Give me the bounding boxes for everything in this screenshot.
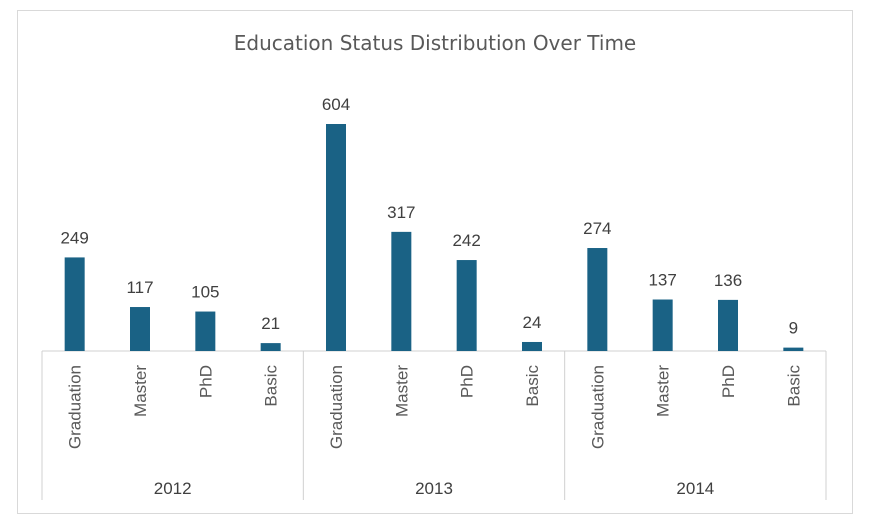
bar [64, 257, 85, 351]
data-label: 137 [648, 271, 676, 290]
data-label: 274 [583, 219, 611, 238]
category-label: Basic [523, 365, 542, 407]
bar [195, 311, 216, 351]
category-label: Basic [784, 365, 803, 407]
data-label: 117 [126, 278, 153, 297]
chart-title: Education Status Distribution Over Time [233, 31, 637, 55]
bar [652, 299, 673, 351]
bar [130, 307, 150, 351]
category-label: Master [131, 365, 150, 417]
data-label: 21 [261, 314, 280, 333]
category-label: PhD [719, 365, 738, 398]
data-label: 9 [789, 319, 798, 338]
data-label: 136 [714, 271, 742, 290]
bar [587, 248, 608, 351]
category-label: Master [654, 365, 673, 417]
data-label: 242 [452, 231, 480, 250]
data-label: 317 [387, 203, 415, 222]
bar [522, 341, 542, 351]
bar [391, 231, 412, 351]
category-label: Graduation [66, 365, 85, 449]
data-label: 24 [523, 313, 542, 332]
data-label: 604 [322, 95, 350, 114]
bar [326, 124, 346, 351]
category-label: Master [392, 365, 411, 417]
category-label: PhD [196, 365, 215, 398]
data-label: 105 [191, 283, 219, 302]
category-label: PhD [458, 365, 477, 398]
bar [718, 299, 738, 351]
category-label: Basic [262, 365, 281, 407]
bar [783, 347, 804, 351]
group-label: 2013 [415, 479, 453, 498]
group-label: 2014 [676, 479, 714, 498]
category-label: Graduation [588, 365, 607, 449]
group-label: 2012 [154, 479, 192, 498]
bar [260, 343, 281, 351]
category-label: Graduation [327, 365, 346, 449]
chart-frame [17, 10, 853, 514]
bar [456, 260, 477, 351]
data-label: 249 [60, 228, 88, 247]
